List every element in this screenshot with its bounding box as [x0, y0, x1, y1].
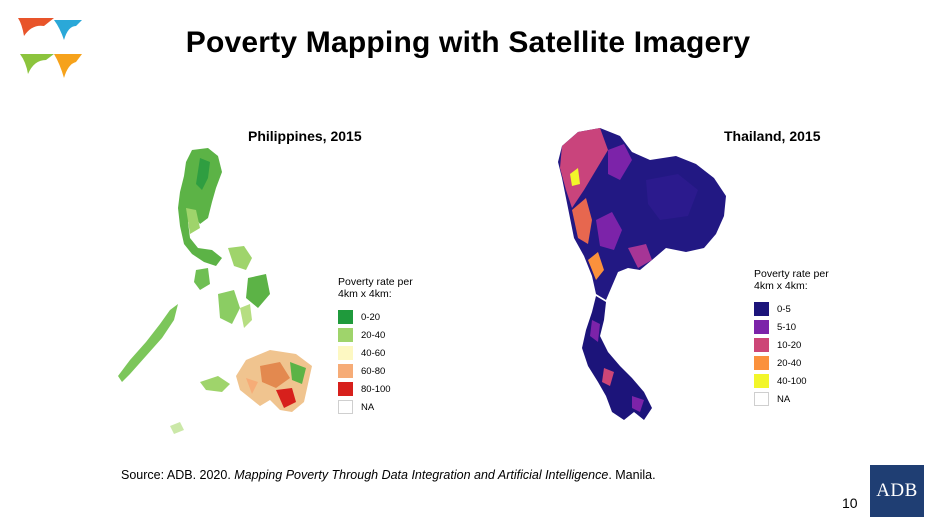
- legend-item: NA: [754, 390, 829, 408]
- legend-swatch: [754, 356, 769, 370]
- philippines-legend-title-line2: 4km x 4km:: [338, 288, 392, 300]
- legend-label: 20-40: [777, 357, 802, 369]
- legend-item: 40-100: [754, 372, 829, 390]
- legend-item: 20-40: [338, 326, 413, 344]
- legend-label: NA: [777, 393, 791, 405]
- page-number: 10: [842, 495, 858, 511]
- legend-item: 0-20: [338, 308, 413, 326]
- legend-label: 40-60: [361, 347, 386, 359]
- thailand-legend: Poverty rate per 4km x 4km: 0-5 5-10 10-…: [754, 268, 829, 408]
- organization-logo: [18, 18, 82, 78]
- legend-item: 80-100: [338, 380, 413, 398]
- legend-swatch: [338, 328, 353, 342]
- thailand-map-title: Thailand, 2015: [724, 128, 821, 144]
- source-work-title: Mapping Poverty Through Data Integration…: [234, 468, 609, 482]
- legend-swatch: [338, 382, 353, 396]
- legend-item: NA: [338, 398, 413, 416]
- philippines-poverty-map: [118, 148, 312, 434]
- adb-logo: ADB: [870, 465, 924, 517]
- legend-item: 5-10: [754, 318, 829, 336]
- philippines-map-title: Philippines, 2015: [248, 128, 362, 144]
- legend-swatch: [338, 346, 353, 360]
- legend-item: 40-60: [338, 344, 413, 362]
- slide-title: Poverty Mapping with Satellite Imagery: [185, 26, 751, 59]
- legend-swatch: [338, 310, 353, 324]
- legend-item: 0-5: [754, 300, 829, 318]
- legend-label: NA: [361, 401, 375, 413]
- thailand-legend-title-line1: Poverty rate per: [754, 268, 829, 280]
- legend-label: 0-20: [361, 311, 381, 323]
- legend-swatch: [338, 400, 353, 414]
- legend-item: 20-40: [754, 354, 829, 372]
- legend-label: 20-40: [361, 329, 386, 341]
- legend-label: 40-100: [777, 375, 807, 387]
- legend-label: 80-100: [361, 383, 391, 395]
- thailand-legend-title-line2: 4km x 4km:: [754, 280, 808, 292]
- source-suffix: . Manila.: [608, 468, 656, 482]
- legend-item: 10-20: [754, 336, 829, 354]
- legend-swatch: [338, 364, 353, 378]
- source-citation: Source: ADB. 2020. Mapping Poverty Throu…: [121, 468, 656, 482]
- source-prefix: Source: ADB. 2020.: [121, 468, 235, 482]
- legend-swatch: [754, 374, 769, 388]
- legend-swatch: [754, 392, 769, 406]
- legend-label: 0-5: [777, 303, 791, 315]
- legend-label: 5-10: [777, 321, 797, 333]
- legend-item: 60-80: [338, 362, 413, 380]
- legend-label: 10-20: [777, 339, 802, 351]
- legend-label: 60-80: [361, 365, 386, 377]
- legend-swatch: [754, 302, 769, 316]
- legend-swatch: [754, 338, 769, 352]
- philippines-legend: Poverty rate per 4km x 4km: 0-20 20-40 4…: [338, 276, 413, 416]
- legend-swatch: [754, 320, 769, 334]
- thailand-poverty-map: [558, 128, 726, 420]
- philippines-legend-title-line1: Poverty rate per: [338, 276, 413, 288]
